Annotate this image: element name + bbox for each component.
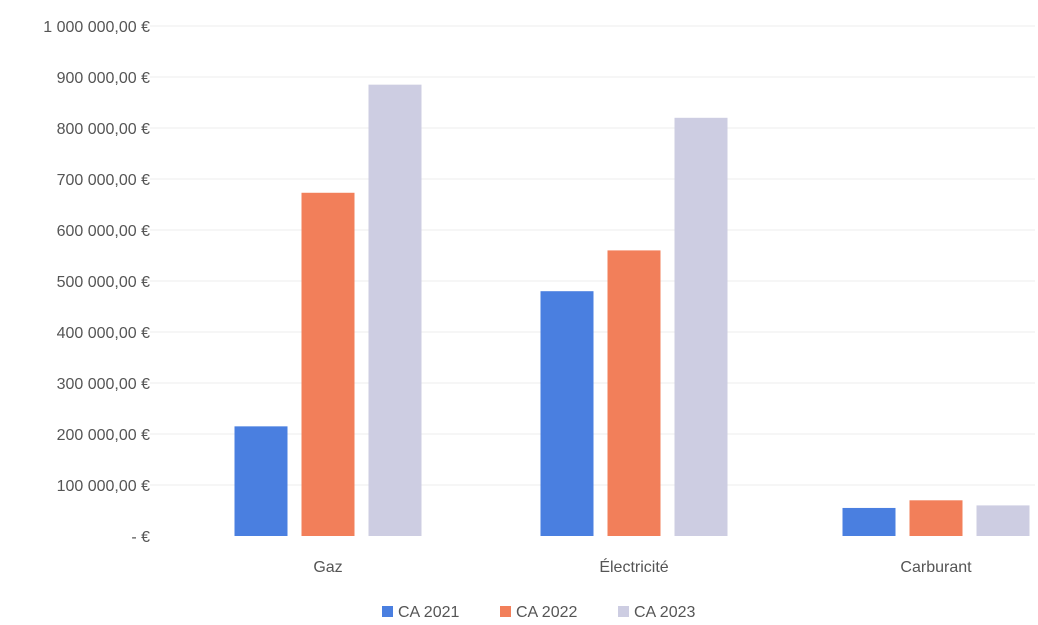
- bar-ca-2022-2: [909, 500, 963, 536]
- bar-ca-2022-1: [607, 250, 661, 536]
- y-tick-label: 900 000,00 €: [57, 70, 151, 87]
- y-tick-label: 200 000,00 €: [57, 427, 151, 444]
- bars: [234, 84, 1030, 537]
- legend-label: CA 2021: [398, 604, 459, 621]
- x-category-label: Électricité: [599, 557, 668, 576]
- y-tick-label: 700 000,00 €: [57, 172, 151, 189]
- gridlines: [150, 25, 1035, 486]
- bar-ca-2021-1: [540, 291, 594, 536]
- y-tick-label: 600 000,00 €: [57, 223, 151, 240]
- legend-swatch: [382, 606, 393, 617]
- y-axis-tick-labels: - € 100 000,00 € 200 000,00 € 300 000,00 € 4…: [43, 19, 150, 546]
- bar-ca-2023-0: [368, 84, 422, 537]
- x-category-label: Gaz: [313, 559, 342, 576]
- y-tick-label: 400 000,00 €: [57, 325, 151, 342]
- y-tick-label: - €: [131, 529, 150, 546]
- bar-ca-2023-2: [976, 505, 1030, 536]
- legend: CA 2021 CA 2022 CA 2023: [382, 604, 695, 621]
- y-tick-label: 300 000,00 €: [57, 376, 151, 393]
- bar-ca-2023-1: [674, 117, 728, 537]
- legend-label: CA 2023: [634, 604, 695, 621]
- y-tick-label: 500 000,00 €: [57, 274, 151, 291]
- bar-ca-2022-0: [301, 192, 355, 536]
- bar-ca-2021-0: [234, 426, 288, 536]
- legend-label: CA 2022: [516, 604, 577, 621]
- bar-ca-2021-2: [842, 507, 896, 536]
- x-category-label: Carburant: [900, 559, 972, 576]
- x-axis-category-labels: Gaz Électricité Carburant: [313, 557, 972, 576]
- y-tick-label: 100 000,00 €: [57, 478, 151, 495]
- legend-swatch: [500, 606, 511, 617]
- y-tick-label: 800 000,00 €: [57, 121, 151, 138]
- y-tick-label: 1 000 000,00 €: [43, 19, 150, 36]
- legend-swatch: [618, 606, 629, 617]
